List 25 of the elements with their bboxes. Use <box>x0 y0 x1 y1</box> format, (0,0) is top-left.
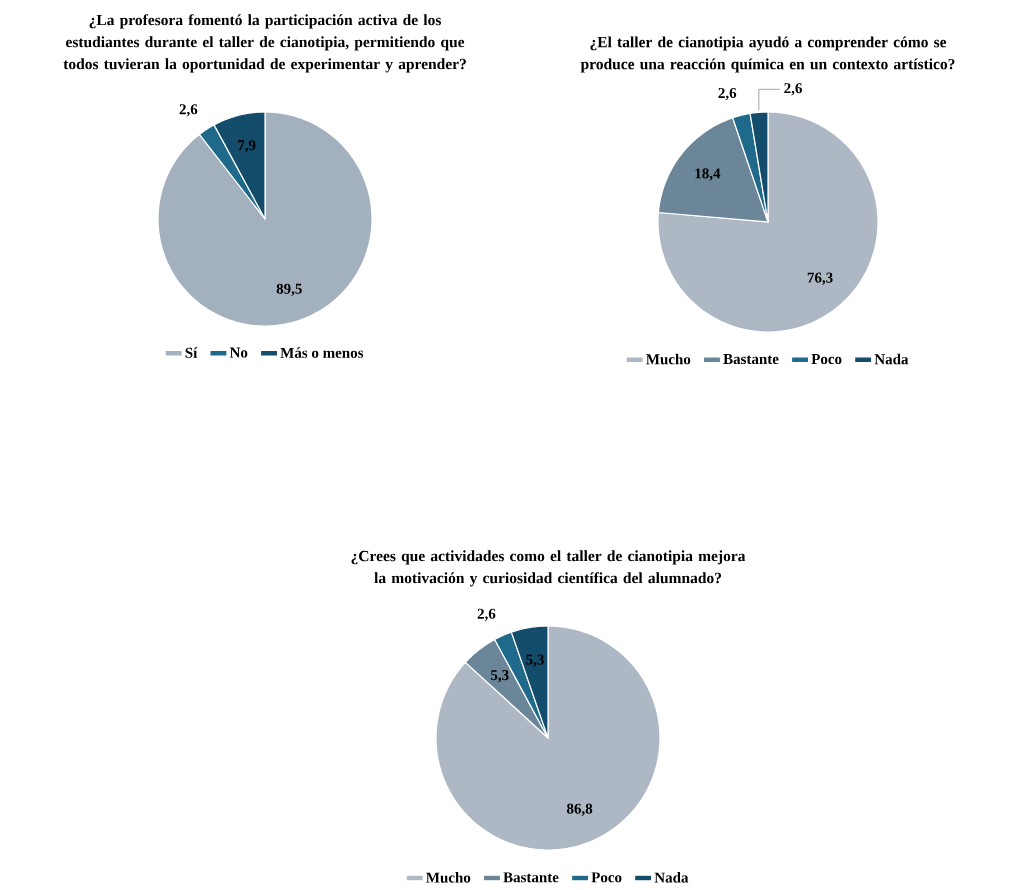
legend-label: Poco <box>811 354 842 365</box>
chart-title: ¿El taller de cianotipia ayudó a comprender cómo se produce una reacción química en un contexto artístico? <box>580 36 955 73</box>
data-label: 18,4 <box>695 168 721 181</box>
data-label: 2,6 <box>784 83 802 96</box>
data-label: 2,6 <box>179 104 198 117</box>
chart-title: ¿Crees que actividades como el taller de cianotipia mejora la motivación y curiosidad científica del alumnado? <box>351 550 746 587</box>
data-label: 86,8 <box>566 803 593 816</box>
legend-label: Bastante <box>503 872 559 883</box>
data-label: 2,6 <box>718 87 737 101</box>
legend-label: Poco <box>591 872 622 883</box>
legend-label: Mucho <box>646 353 691 365</box>
legend-label: Sí <box>185 347 198 358</box>
data-label: 7,9 <box>238 140 256 153</box>
data-label: 89,5 <box>276 283 302 296</box>
legend-label: Nada <box>874 353 909 365</box>
legend-label: Más o menos <box>280 347 364 358</box>
data-label: 5,3 <box>490 670 509 683</box>
legend-label: No <box>229 347 248 358</box>
legend-label: Bastante <box>723 354 779 365</box>
chart-title: ¿La profesora fomentó la participación activa de los estudiantes durante el taller de cianotipia, permitiendo que todos tuvieran la oportunidad de experimentar y aprender? <box>63 14 466 73</box>
legend-label: Nada <box>654 872 689 883</box>
data-label: 5,3 <box>526 654 544 667</box>
data-label: 2,6 <box>477 608 496 621</box>
legend-label: Mucho <box>426 872 471 883</box>
data-label: 76,3 <box>807 272 833 285</box>
